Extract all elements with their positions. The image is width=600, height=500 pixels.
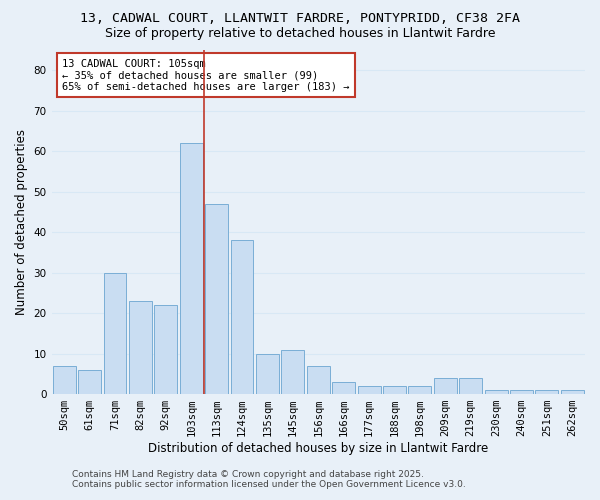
- Text: 13, CADWAL COURT, LLANTWIT FARDRE, PONTYPRIDD, CF38 2FA: 13, CADWAL COURT, LLANTWIT FARDRE, PONTY…: [80, 12, 520, 26]
- Bar: [485, 390, 508, 394]
- Bar: [78, 370, 101, 394]
- Bar: [358, 386, 380, 394]
- Bar: [307, 366, 330, 394]
- Bar: [383, 386, 406, 394]
- Text: Size of property relative to detached houses in Llantwit Fardre: Size of property relative to detached ho…: [105, 28, 495, 40]
- Bar: [53, 366, 76, 394]
- Bar: [104, 272, 127, 394]
- Bar: [535, 390, 559, 394]
- X-axis label: Distribution of detached houses by size in Llantwit Fardre: Distribution of detached houses by size …: [148, 442, 488, 455]
- Bar: [281, 350, 304, 394]
- Bar: [510, 390, 533, 394]
- Bar: [180, 143, 203, 394]
- Bar: [332, 382, 355, 394]
- Bar: [434, 378, 457, 394]
- Bar: [230, 240, 253, 394]
- Bar: [561, 390, 584, 394]
- Bar: [409, 386, 431, 394]
- Y-axis label: Number of detached properties: Number of detached properties: [15, 129, 28, 315]
- Text: 13 CADWAL COURT: 105sqm
← 35% of detached houses are smaller (99)
65% of semi-de: 13 CADWAL COURT: 105sqm ← 35% of detache…: [62, 58, 350, 92]
- Bar: [205, 204, 228, 394]
- Text: Contains HM Land Registry data © Crown copyright and database right 2025.
Contai: Contains HM Land Registry data © Crown c…: [72, 470, 466, 489]
- Bar: [154, 305, 177, 394]
- Bar: [459, 378, 482, 394]
- Bar: [129, 301, 152, 394]
- Bar: [256, 354, 279, 394]
